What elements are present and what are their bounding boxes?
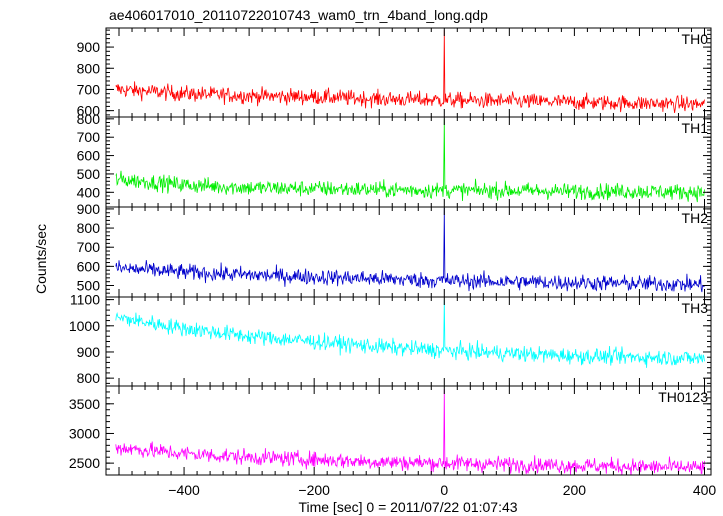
series-line-th1 xyxy=(115,118,705,203)
y-tick-label: 500 xyxy=(77,278,101,294)
y-tick-label: 700 xyxy=(77,81,101,97)
y-tick-label: 3500 xyxy=(69,396,100,412)
panel-label: TH1 xyxy=(682,120,709,136)
x-axis-label: Time [sec] 0 = 2011/07/22 01:07:43 xyxy=(298,499,517,515)
y-tick-label: 800 xyxy=(77,370,101,386)
y-axis-label: Counts/sec xyxy=(33,224,49,294)
y-tick-label: 3000 xyxy=(69,425,100,441)
y-tick-label: 700 xyxy=(77,239,101,255)
panel-th0: 600 700 800 900 TH0 xyxy=(77,27,712,119)
panel-frame xyxy=(105,385,712,476)
panel-frame xyxy=(105,296,712,387)
panel-frame xyxy=(105,116,712,208)
y-tick-label: 1000 xyxy=(69,318,100,334)
y-tick-label: 1100 xyxy=(70,292,100,308)
panel-label: TH0 xyxy=(682,31,709,47)
y-tick-label: 400 xyxy=(77,184,101,200)
chart-title: ae406017010_20110722010743_wam0_trn_4ban… xyxy=(109,7,488,23)
x-tick-label: 200 xyxy=(563,482,587,498)
panel-label: TH3 xyxy=(682,300,709,316)
series-line-th3 xyxy=(115,299,705,368)
y-tick-label: 700 xyxy=(77,129,101,145)
panels: 600 700 800 900 TH0 400 500 600 700 800 TH1 500 600 7… xyxy=(69,27,717,498)
y-tick-label: 500 xyxy=(77,166,101,182)
y-tick-label: 900 xyxy=(77,39,101,55)
x-tick-label: −200 xyxy=(298,482,330,498)
x-tick-label: 400 xyxy=(693,482,717,498)
y-tick-label: 900 xyxy=(77,344,101,360)
y-tick-label: 600 xyxy=(77,258,101,274)
series-line-th0 xyxy=(115,30,705,114)
panel-frame xyxy=(105,206,712,298)
panel-th3: 800 900 1000 1100 TH3 xyxy=(69,292,712,387)
y-tick-label: 800 xyxy=(77,220,101,236)
x-tick-label: −400 xyxy=(168,482,200,498)
x-tick-label: 0 xyxy=(440,482,448,498)
panel-th2: 500 600 700 800 900 TH2 xyxy=(77,201,712,298)
panel-label: TH0123 xyxy=(658,389,708,405)
panel-label: TH2 xyxy=(682,210,709,226)
y-tick-label: 900 xyxy=(77,201,101,217)
y-tick-label: 800 xyxy=(77,111,101,127)
panel-th0123: 2500 3000 3500 TH0123 xyxy=(69,385,712,476)
y-tick-label: 600 xyxy=(77,148,101,164)
y-tick-label: 2500 xyxy=(69,455,100,471)
y-tick-label: 600 xyxy=(77,103,101,119)
y-tick-label: 800 xyxy=(77,60,101,76)
panel-th1: 400 500 600 700 800 TH1 xyxy=(77,111,712,208)
series-line-th0123 xyxy=(115,388,705,475)
series-line-th2 xyxy=(115,207,705,293)
